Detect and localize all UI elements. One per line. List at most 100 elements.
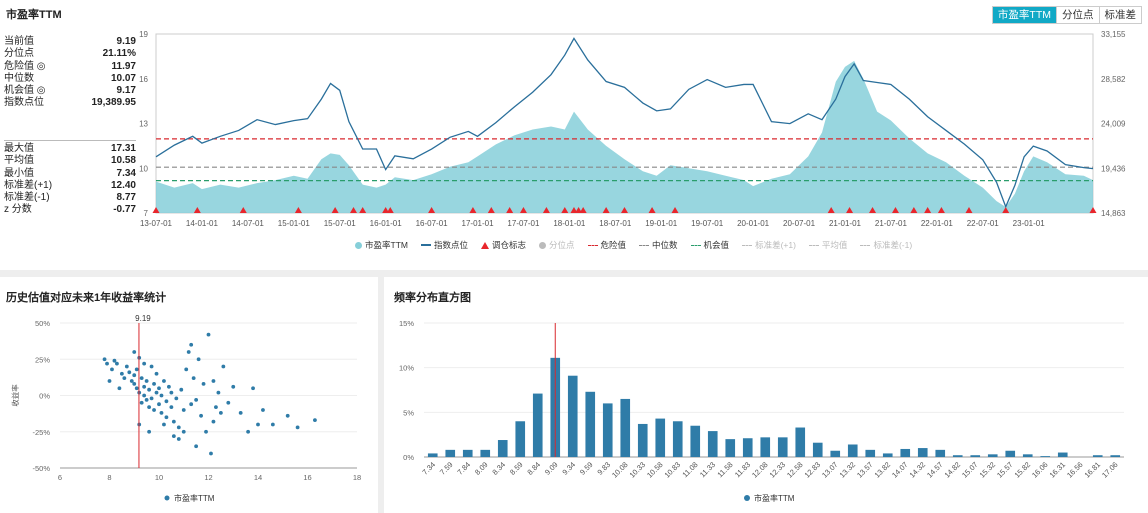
x-tick-label: 13.82 [873,460,893,480]
scatter-point [127,370,132,375]
legend-swatch [587,244,598,246]
legend-label: 指数点位 [433,240,468,250]
legend-item[interactable]: 标准差(+1) [742,239,796,251]
pe-index-chart: 7 10 13 16 19 14,863 19,436 24,009 28,582 33,155 1… [139,30,1126,228]
scatter-point [152,382,156,386]
legend-item[interactable]: 中位数 [639,239,678,251]
scatter-point [119,371,124,376]
scatter-point [191,376,196,380]
legend-item[interactable]: 危险值 [587,239,626,251]
x-tick-label: 16.06 [1030,460,1050,480]
histogram-bar [567,375,578,457]
histogram-bar [655,418,666,457]
legend-item[interactable]: 分位点 [539,239,575,251]
histogram-bar [725,439,736,457]
scatter-point [181,408,186,412]
legend-item[interactable]: 调仓标志 [480,239,526,251]
rebalance-marker [519,207,527,213]
histogram-bar [620,398,631,457]
scatter-point [179,387,184,392]
stat-percentile: 分位点 21.11% [4,48,136,60]
legend-item[interactable]: 机会值 [690,239,729,251]
scatter-point [147,405,152,409]
scatter-point [199,413,203,418]
x-tick-label: 12.83 [803,460,823,480]
scatter-point [122,376,127,380]
scatter-point [139,376,144,380]
x-tick-label: 21-07-01 [875,219,908,228]
scatter-point [167,384,171,389]
legend-item[interactable]: 指数点位 [420,239,468,251]
x-tick-label: 14.82 [943,460,963,480]
panel-divider [378,277,384,513]
x-tick-label: 14 [254,473,262,482]
scatter-point [142,384,147,389]
scatter-point [134,367,139,372]
x-tick-label: 8.84 [525,460,542,477]
scatter-point [251,386,255,391]
histogram-bar [602,403,613,457]
scatter-point [144,397,149,402]
scatter-point [157,402,161,407]
legend-swatch [860,244,871,246]
x-tick-label: 6 [58,473,62,482]
stat-mean: 平均值 10.58 [4,155,136,167]
scatter-point [206,332,211,337]
rebalance-marker [846,207,854,213]
legend-swatch [164,495,170,501]
legend-item[interactable]: 平均值 [808,239,847,251]
legend-swatch [744,495,750,501]
histogram-bar [672,421,683,457]
stat-min: 最小值 7.34 [4,167,136,179]
scatter-point [132,382,137,386]
legend-item[interactable]: 市盈率TTM [355,239,408,251]
x-tick-label: 7.59 [438,460,455,477]
histogram-bar [1040,456,1051,457]
legend-swatch [808,244,819,246]
scatter-point [214,405,218,409]
rebalance-marker [152,207,160,213]
legend-swatch [355,241,362,249]
x-tick-label: 10.58 [645,460,665,480]
scatter-point [261,408,265,412]
tab-pe-ttm[interactable]: 市盈率TTM [992,7,1056,23]
rebalance-marker [570,207,578,213]
stat-max: 最大值 17.31 [4,143,136,154]
tab-std-dev[interactable]: 标准差 [1098,7,1141,23]
scatter-point [105,361,109,366]
y-tick-label: 15% [399,319,414,328]
rebalance-marker [924,207,932,213]
scatter-point [159,411,164,415]
rebalance-marker [965,207,973,213]
legend-label: 分位点 [549,240,575,250]
legend-swatch [639,244,650,246]
histogram-bar [742,438,753,457]
x-tick-label: 15.07 [960,460,980,480]
rebalance-marker [506,207,514,213]
legend-label: 调仓标志 [491,240,526,250]
scatter-point [238,411,243,415]
x-tick-label: 19-07-01 [691,219,724,228]
scatter-point [107,379,112,383]
x-tick-label: 10 [155,473,163,482]
return-scatter-chart: 50% 25% 0% -25% -50% 6 8 10 12 14 16 18 收益率 9.19 市盈率TT… [10,314,361,503]
legend-item[interactable]: 标准差(-1) [860,239,912,251]
histogram-bar [532,393,543,457]
scatter-point [171,434,176,438]
y-tick-label: 10% [399,364,414,373]
stat-danger: 危险值 ◎ 11.97 [4,60,136,72]
x-tick-label: 22-01-01 [921,219,954,228]
histogram-bar [830,450,841,457]
x-tick-label: 7.84 [455,460,472,477]
histogram-bar [637,423,648,457]
tab-percentile[interactable]: 分位点 [1056,7,1099,23]
x-tick-label: 8.34 [490,460,507,477]
histogram-bar [462,449,473,457]
histogram-bar [480,449,491,457]
x-tick-label: 8.59 [508,460,525,477]
x-tick-label: 18 [353,473,361,482]
scatter-point [164,399,169,404]
main-chart-legend: 市盈率TTM 指数点位 调仓标志 分位点 危险值 中位数 机会值 标准差(+1) 平均值 标准差(… [355,239,920,251]
x-tick-label: 18-01-01 [553,219,586,228]
scatter-point [149,364,154,369]
